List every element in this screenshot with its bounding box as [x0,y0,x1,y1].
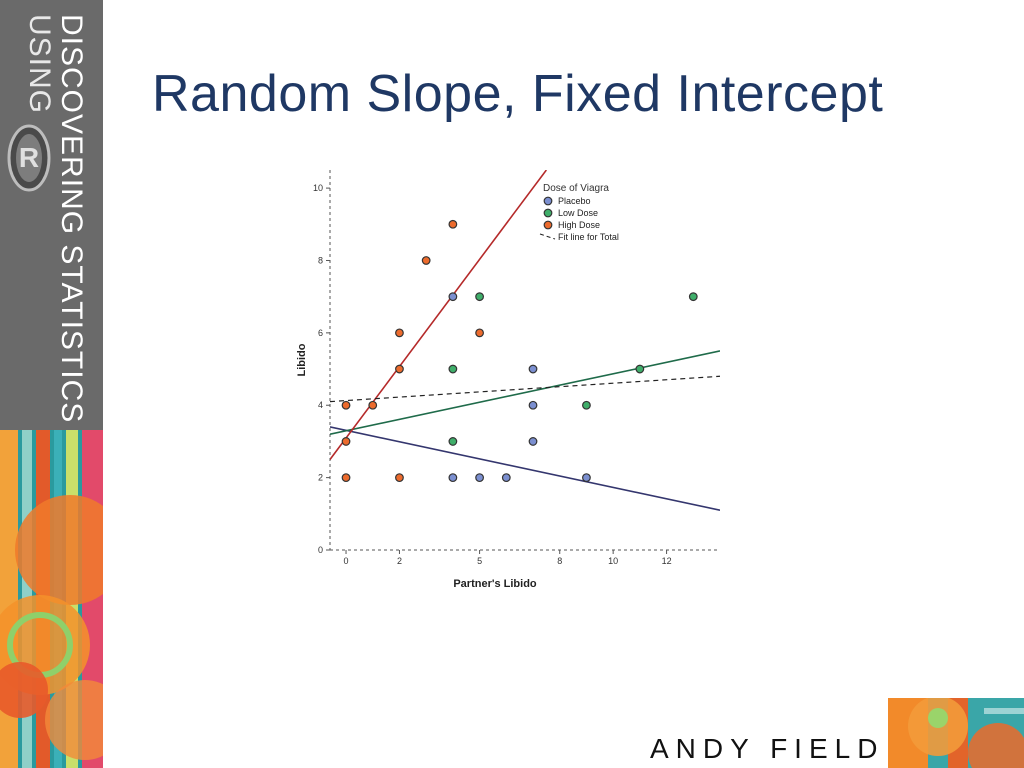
legend-label-total: Fit line for Total [558,232,619,242]
sidebar-pattern-icon [0,430,103,768]
y-tick-label: 2 [318,473,323,483]
r-logo-letter: R [19,142,39,173]
point-low-dose [448,364,458,374]
point-high-dose [475,328,484,338]
point-high-dose [421,256,431,265]
point-placebo [501,473,511,483]
legend-marker-low-dose [543,208,553,218]
legend-marker-high-dose [543,220,553,230]
point-placebo [448,473,458,483]
sidebar-banner [0,0,103,430]
sidebar-title-using: USING [23,14,56,115]
point-low-dose [448,437,458,446]
point-low-dose [688,292,698,302]
slide-title: Random Slope, Fixed Intercept [152,65,884,123]
x-tick-label: 0 [344,556,349,566]
legend-label-low-dose: Low Dose [558,208,598,218]
y-tick-label: 10 [313,183,323,193]
point-low-dose [582,400,591,410]
legend-label-high-dose: High Dose [558,220,600,230]
point-placebo [528,400,538,410]
author-brand: ANDY FIELD [650,733,885,764]
fit-lines [330,170,720,511]
x-tick-label: 5 [477,556,482,566]
y-axis-title: Libido [296,343,308,376]
data-points [341,219,698,483]
r-logo-icon: R [7,124,51,192]
point-high-dose [341,437,351,446]
scatter-chart: 0 2 4 6 8 10 0 2 5 8 10 12 Partner's Libido Libido Do… [296,170,720,590]
fit-line-low-dose [330,350,720,435]
x-tick-label: 2 [397,556,402,566]
x-tick-label: 10 [608,556,618,566]
point-high-dose [368,400,378,410]
legend-label-placebo: Placebo [558,196,591,206]
corner-pattern-icon [888,698,1024,768]
fit-line-high-dose [330,170,548,461]
sidebar: DISCOVERING STATISTICS USING R [0,0,103,768]
point-placebo [582,473,591,483]
point-high-dose [341,473,351,483]
x-tick-label: 12 [662,556,672,566]
point-high-dose [395,328,404,338]
point-placebo [475,473,484,483]
point-low-dose [475,292,484,302]
x-axis-title: Partner's Libido [453,578,537,590]
y-tick-label: 8 [318,255,323,265]
point-placebo [528,364,538,374]
point-placebo [528,437,538,446]
y-tick-label: 0 [318,545,323,555]
point-placebo [448,292,458,302]
point-high-dose [395,364,404,374]
sidebar-decoration [0,430,103,768]
legend-title: Dose of Viagra [543,183,609,194]
point-high-dose [395,473,404,483]
chart: 0 2 4 6 8 10 0 2 5 8 10 12 Partner's Libido Libido Do… [285,165,735,595]
axes: 0 2 4 6 8 10 0 2 5 8 10 12 Partner's Libido Libido [296,170,720,590]
point-high-dose [448,219,458,229]
sidebar-title-discovering: DISCOVERING STATISTICS [55,14,88,424]
y-tick-label: 6 [318,328,323,338]
point-high-dose [341,400,351,410]
legend-marker-placebo [543,196,553,206]
fit-line-placebo [330,426,720,511]
legend-marker-total [539,233,556,240]
y-tick-label: 4 [318,400,323,410]
fit-line-total [330,375,720,403]
point-low-dose [635,364,645,374]
legend: Dose of Viagra Placebo Low Dose High Dose Fi… [539,183,619,242]
sidebar-text: DISCOVERING STATISTICS USING [0,0,103,430]
corner-decoration [888,698,1024,768]
x-tick-label: 8 [557,556,562,566]
